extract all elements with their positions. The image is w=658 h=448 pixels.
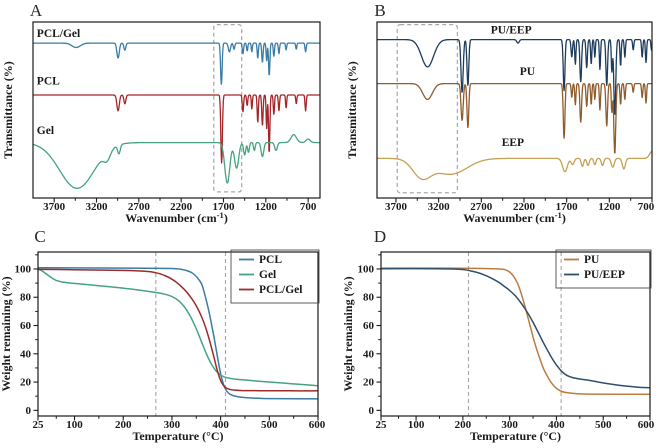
plot-frame [32,21,321,199]
svg-text:PCL: PCL [37,75,60,87]
tga-curve-PCL [37,267,319,400]
plot-frame [37,251,319,417]
svg-text:80: 80 [20,292,32,304]
legend-box [555,249,652,289]
panel-c-tga-chart: 25 100 200 300 400 500 600 0 20 40 60 80 100 PCL Gel PC… [0,227,326,443]
svg-text:500: 500 [595,419,612,431]
svg-text:60: 60 [363,320,375,332]
svg-text:2700: 2700 [128,201,151,213]
svg-text:2700: 2700 [470,201,493,213]
svg-text:EEP: EEP [502,137,524,149]
svg-text:Transmittance (%): Transmittance (%) [1,61,15,158]
spectrum-Gel [32,133,321,189]
svg-text:3700: 3700 [43,201,66,213]
svg-text:40: 40 [363,348,375,360]
plot-frame [380,251,651,417]
svg-text:Weight remaining (%): Weight remaining (%) [341,276,355,391]
panel-a-ftir-chart: PCL/Gel PCL Gel 3700 3200 2700 2200 1700 1200 700… [1,1,321,225]
svg-text:0: 0 [26,405,32,417]
svg-text:1200: 1200 [598,201,621,213]
svg-text:25: 25 [376,419,388,431]
svg-text:80: 80 [363,292,375,304]
svg-text:PU: PU [584,254,600,266]
spectrum-EEP [376,150,653,181]
svg-text:Wavenumber (cm-1): Wavenumber (cm-1) [125,210,228,225]
svg-text:2200: 2200 [513,201,536,213]
svg-text:100: 100 [408,419,425,431]
spectrum-PU/EEP [376,38,653,115]
svg-text:200: 200 [455,419,472,431]
svg-text:300: 300 [501,419,518,431]
tga-curve-Gel [37,268,319,387]
svg-text:PU: PU [520,66,536,78]
svg-text:20: 20 [363,377,375,389]
svg-text:40: 40 [20,348,32,360]
svg-text:700: 700 [638,201,655,213]
plot-frame [376,21,653,199]
svg-text:1200: 1200 [255,201,278,213]
svg-text:PCL/Gel: PCL/Gel [259,284,302,296]
svg-text:25: 25 [33,419,45,431]
svg-text:PU/EEP: PU/EEP [584,269,625,281]
svg-text:400: 400 [212,419,229,431]
svg-text:500: 500 [261,419,278,431]
svg-text:PCL: PCL [259,254,282,266]
svg-text:400: 400 [548,419,565,431]
svg-text:Weight remaining (%): Weight remaining (%) [0,276,13,391]
spectrum-PU [376,82,653,154]
svg-text:B: B [374,1,385,20]
svg-text:PCL/Gel: PCL/Gel [37,28,80,40]
svg-text:3200: 3200 [85,201,108,213]
highlight-region [213,23,243,193]
svg-text:100: 100 [358,263,375,275]
svg-text:100: 100 [66,419,83,431]
svg-text:Gel: Gel [37,125,54,137]
tga-curve-PU/EEP [380,267,651,389]
svg-text:100: 100 [15,263,32,275]
svg-text:Transmittance (%): Transmittance (%) [345,61,359,158]
svg-text:700: 700 [300,201,317,213]
panel-b-ftir-chart: PU/EEP PU EEP 3700 3200 2700 2200 1700 1200 700 Wa… [345,1,655,225]
svg-text:600: 600 [638,419,655,431]
svg-text:C: C [34,227,45,246]
svg-text:2200: 2200 [170,201,193,213]
svg-text:1700: 1700 [212,201,235,213]
svg-text:D: D [374,227,386,246]
svg-text:Temperature (°C): Temperature (°C) [470,429,561,443]
svg-text:0: 0 [369,405,375,417]
spectrum-PCL/Gel [32,42,321,85]
svg-text:Wavenumber (cm-1): Wavenumber (cm-1) [463,210,566,225]
svg-text:Temperature (°C): Temperature (°C) [132,429,223,443]
svg-text:3700: 3700 [385,201,408,213]
svg-text:1700: 1700 [556,201,579,213]
svg-text:300: 300 [164,419,181,431]
svg-text:200: 200 [115,419,132,431]
svg-text:20: 20 [20,377,32,389]
svg-text:3200: 3200 [428,201,451,213]
svg-text:Gel: Gel [259,269,276,281]
svg-text:A: A [30,1,43,20]
panel-d-tga-chart: 25 100 200 300 400 500 600 0 20 40 60 80 100 PU PU/EEP… [341,227,655,443]
tga-curve-PU [381,267,651,395]
tga-curve-PCL/Gel [37,268,319,392]
svg-text:PU/EEP: PU/EEP [491,24,532,36]
spectrum-PCL [32,94,321,164]
svg-text:60: 60 [20,320,32,332]
svg-text:600: 600 [309,419,326,431]
legend-box [230,249,320,304]
highlight-region [396,23,459,194]
